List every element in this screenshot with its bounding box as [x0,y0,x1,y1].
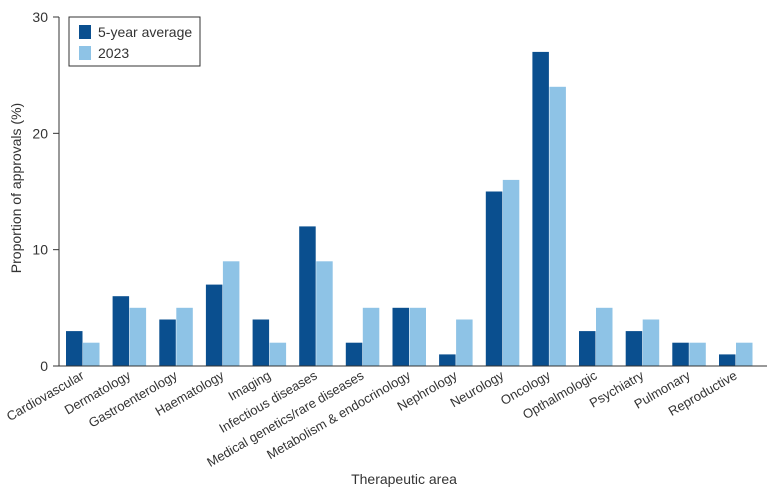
bar-psychiatry-5-year-average [625,331,643,366]
y-ticks-group: 0 10 20 30 [32,9,59,374]
bar-metabolism-endocrinology-5-year-average [392,307,409,366]
x-category-labels: CardiovascularDermatologyGastroenterolog… [4,367,740,470]
bar-pulmonary-5-year-average [672,342,689,366]
bar-opthalmologic-5-year-average [579,331,596,366]
bar-cardiovascular-2023 [83,342,100,366]
bar-dermatology-2023 [129,307,147,366]
legend-label-2023: 2023 [98,45,129,61]
legend-swatch-2023 [79,46,91,60]
bar-gastroenterology-5-year-average [159,319,176,366]
bar-infectious-diseases-5-year-average [299,226,316,366]
bar-imaging-5-year-average [252,319,270,366]
y-axis-title: Proportion of approvals (%) [8,103,24,273]
axes-group [58,17,767,367]
bar-reproductive-5-year-average [719,354,736,366]
bar-neurology-5-year-average [485,191,503,366]
bar-imaging-2023 [269,342,287,366]
bar-opthalmologic-2023 [596,307,613,366]
bar-nephrology-2023 [456,319,473,366]
bar-oncology-2023 [549,86,566,367]
bar-reproductive-2023 [736,342,753,366]
legend: 5-year average 2023 [68,16,201,67]
bar-dermatology-5-year-average [112,296,130,366]
bars-group [66,51,753,367]
bar-gastroenterology-2023 [176,307,193,366]
bar-infectious-diseases-2023 [316,261,333,366]
x-category-label: Neurology [447,367,506,410]
bar-metabolism-endocrinology-2023 [409,307,426,366]
y-tick-label: 10 [32,242,48,258]
x-axis-title: Therapeutic area [351,471,457,487]
bar-haematology-5-year-average [205,284,223,366]
bar-medical-genetics-rare-diseases-5-year-average [345,342,363,366]
bar-pulmonary-2023 [689,342,706,366]
y-tick-label: 20 [32,125,48,141]
bar-psychiatry-2023 [642,319,660,366]
bar-oncology-5-year-average [532,51,549,367]
bar-haematology-2023 [222,261,240,366]
legend-swatch-5-year-average [79,25,91,39]
bar-nephrology-5-year-average [439,354,456,366]
y-tick-label: 30 [32,9,48,25]
x-category-label: Cardiovascular [4,367,87,424]
bar-cardiovascular-5-year-average [66,331,83,366]
legend-label-5-year-average: 5-year average [98,24,192,40]
bar-medical-genetics-rare-diseases-2023 [362,307,380,366]
y-tick-label: 0 [40,358,48,374]
bar-neurology-2023 [502,179,520,366]
